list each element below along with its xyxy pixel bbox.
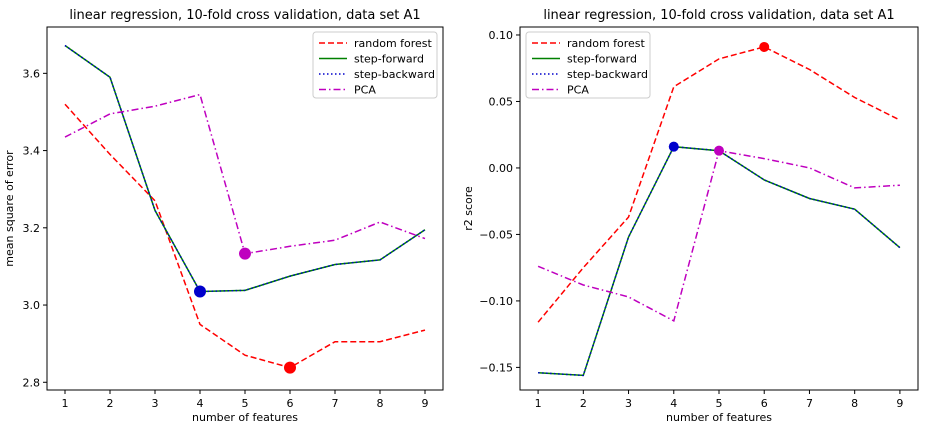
series-line-step-backward <box>538 145 901 377</box>
legend-entry: step-forward <box>567 53 637 66</box>
series-line-PCA <box>64 93 426 255</box>
x-tick-label: 5 <box>242 397 249 410</box>
y-tick-label: 0.10 <box>489 29 514 42</box>
chart-panel-2: linear regression, 10-fold cross validat… <box>462 8 919 424</box>
x-tick-label: 6 <box>287 397 294 410</box>
series-line-PCA <box>537 149 900 323</box>
x-tick-label: 1 <box>535 397 542 410</box>
x-tick-label: 8 <box>851 397 858 410</box>
x-tick-label: 3 <box>625 397 632 410</box>
highlight-point <box>759 41 770 52</box>
y-axis-label: mean square of error <box>3 150 16 267</box>
y-tick-label: 3.2 <box>23 222 41 235</box>
x-tick-label: 3 <box>152 397 159 410</box>
x-tick-label: 5 <box>716 397 723 410</box>
legend-entry: random forest <box>354 37 433 50</box>
series-line-random-forest <box>64 103 426 369</box>
y-axis-label: r2 score <box>462 186 475 231</box>
x-tick-label: 7 <box>332 397 339 410</box>
y-tick-label: −0.15 <box>479 361 513 374</box>
x-tick-label: 7 <box>806 397 813 410</box>
x-tick-label: 4 <box>197 397 204 410</box>
legend-entry: step-backward <box>354 68 435 81</box>
chart-panel-1: linear regression, 10-fold cross validat… <box>3 8 444 424</box>
legend-entry: step-forward <box>354 53 424 66</box>
y-tick-label: 3.6 <box>23 67 41 80</box>
x-tick-label: 8 <box>377 397 384 410</box>
x-axis-label: number of features <box>192 411 298 424</box>
highlight-point <box>668 141 679 152</box>
highlight-point <box>284 361 296 374</box>
series-line-random-forest <box>537 46 901 323</box>
x-tick-label: 6 <box>761 397 768 410</box>
legend-entry: PCA <box>567 84 589 97</box>
x-tick-label: 2 <box>107 397 114 410</box>
x-axis-label: number of features <box>666 411 772 424</box>
x-tick-label: 9 <box>422 397 429 410</box>
chart-title: linear regression, 10-fold cross validat… <box>69 8 420 23</box>
series-line-step-backward <box>64 44 426 293</box>
highlight-point <box>194 285 206 298</box>
highlight-point <box>239 247 251 260</box>
x-tick-label: 2 <box>580 397 587 410</box>
highlight-point <box>714 145 724 156</box>
legend-box <box>525 31 651 99</box>
y-tick-label: 0.00 <box>489 162 514 175</box>
y-tick-label: 2.8 <box>23 376 41 389</box>
y-tick-label: 3.4 <box>23 145 41 158</box>
y-tick-label: −0.10 <box>479 295 513 308</box>
y-tick-label: 0.05 <box>489 95 514 108</box>
y-tick-label: −0.05 <box>479 228 513 241</box>
legend-entry: PCA <box>354 84 376 97</box>
legend-entry: step-backward <box>567 68 648 81</box>
y-tick-label: 3.0 <box>23 299 41 312</box>
x-tick-label: 1 <box>62 397 69 410</box>
series-line-step-forward <box>538 145 901 377</box>
legend-box <box>312 31 438 99</box>
x-tick-label: 9 <box>896 397 903 410</box>
chart-title: linear regression, 10-fold cross validat… <box>543 8 894 23</box>
legend: random forest step-forward step-backward PC… <box>525 31 651 99</box>
x-tick-label: 4 <box>670 397 677 410</box>
legend: random forest step-forward step-backward PC… <box>312 31 438 99</box>
legend-entry: random forest <box>567 37 646 50</box>
